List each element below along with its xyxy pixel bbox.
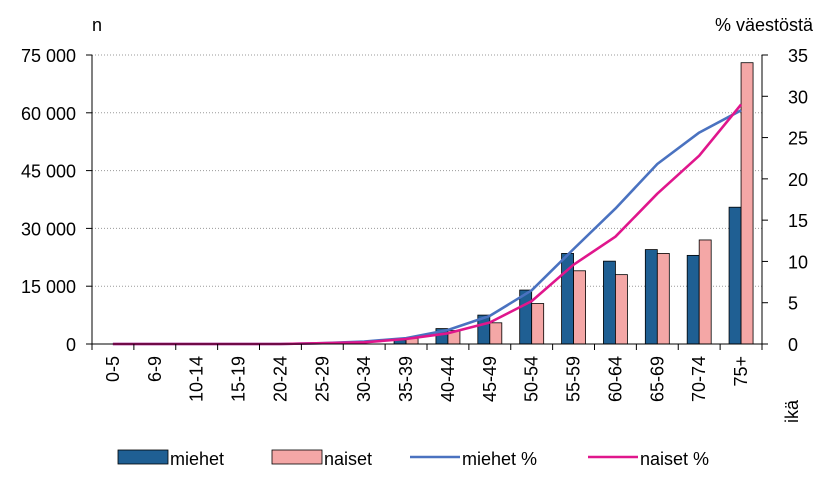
y-left-tick-label: 75 000 [21, 46, 76, 66]
y-right-tick-label: 25 [788, 129, 808, 149]
x-tick-label: 45-49 [480, 356, 500, 402]
bar-naiset [489, 322, 503, 345]
legend-label: naiset [324, 449, 372, 469]
legend-label: naiset % [640, 449, 709, 469]
bar-naiset [615, 274, 628, 345]
y-right-tick-label: 15 [788, 211, 808, 231]
x-tick-label: 40-44 [438, 356, 458, 402]
y-axis-right-title: % väestöstä [715, 15, 814, 35]
x-tick-label: 35-39 [396, 356, 416, 402]
x-tick-label: 70-74 [689, 356, 709, 402]
x-tick-label: 15-19 [229, 356, 249, 402]
y-right-tick-label: 20 [788, 170, 808, 190]
tick-marks [86, 54, 768, 350]
y-right-tick-label: 5 [788, 294, 798, 314]
gridlines [92, 54, 762, 287]
legend-swatch [271, 449, 323, 465]
bar-naiset [573, 270, 586, 345]
bar-naiset [740, 62, 754, 345]
legend: miehet naiset miehet % naiset % [117, 449, 709, 469]
y-right-tick-label: 0 [788, 335, 798, 355]
y-right-tick-label: 35 [788, 46, 808, 66]
x-tick-label: 60-64 [605, 356, 625, 402]
y-left-tick-label: 60 000 [21, 104, 76, 124]
y-left-tick-label: 30 000 [21, 219, 76, 239]
bar-miehet [519, 289, 533, 345]
x-tick-label: 65-69 [647, 356, 667, 402]
x-tick-label: 75+ [731, 356, 751, 387]
tick-labels: 0 15 000 30 000 45 000 60 000 75 000 0 5 10 15 20 2… [21, 46, 808, 402]
bars-layer [393, 62, 754, 345]
x-tick-label: 50-54 [522, 356, 542, 402]
x-axis-title: ikä [782, 399, 802, 423]
bar-miehet [728, 206, 742, 345]
x-tick-label: 20-24 [270, 356, 290, 402]
legend-label: miehet [170, 449, 224, 469]
bar-miehet [644, 249, 658, 345]
bar-miehet [603, 260, 616, 345]
x-tick-label: 0-5 [103, 356, 123, 382]
y-left-tick-label: 15 000 [21, 277, 76, 297]
legend-label: miehet % [462, 449, 537, 469]
bar-naiset [531, 303, 545, 345]
y-left-tick-label: 0 [66, 335, 76, 355]
y-right-tick-label: 10 [788, 252, 808, 272]
x-tick-label: 55-59 [564, 356, 584, 402]
x-tick-label: 10-14 [187, 356, 207, 402]
x-tick-label: 25-29 [312, 356, 332, 402]
bar-miehet [686, 254, 700, 345]
y-right-tick-label: 30 [788, 87, 808, 107]
bar-naiset [698, 239, 712, 345]
x-tick-label: 30-34 [354, 356, 374, 402]
bar-naiset [656, 253, 670, 345]
legend-swatch [117, 449, 169, 465]
y-axis-left-title: n [92, 15, 102, 35]
x-tick-label: 6-9 [145, 356, 165, 382]
y-left-tick-label: 45 000 [21, 162, 76, 182]
